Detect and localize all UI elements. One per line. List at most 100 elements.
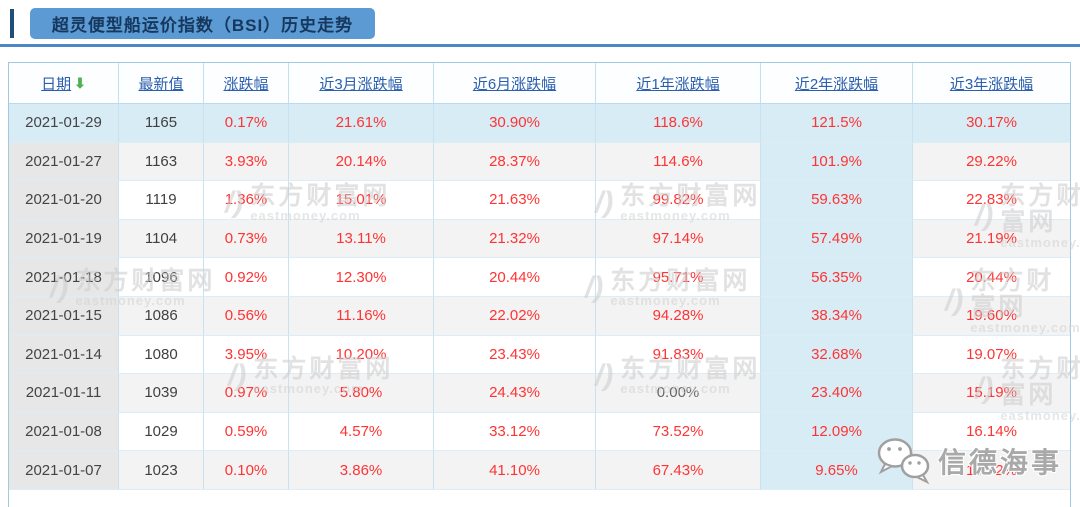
date-cell: 2021-01-07 xyxy=(9,451,119,490)
bsi-history-table: 日期 最新值 涨跌幅 近3月涨跌幅 近6月涨跌幅 近1年涨跌幅 近2年涨跌幅 近3年涨跌幅 2… xyxy=(8,62,1071,507)
table-row: 2021-01-11 1039 0.97% 5.80% 24.43% 0.00% 23.40… xyxy=(9,374,1070,413)
value-cell: 0.73% xyxy=(204,219,289,259)
value-cell: 12.09% xyxy=(761,412,913,452)
value-cell: 1165 xyxy=(119,104,204,143)
value-cell: 9.65% xyxy=(761,451,913,490)
table-row: 2021-01-14 1080 3.95% 10.20% 23.43% 91.83% 32.… xyxy=(9,335,1070,375)
value-cell: 0.92% xyxy=(204,258,289,297)
value-cell: 32.68% xyxy=(761,335,913,375)
value-cell: 0.97% xyxy=(204,374,289,413)
column-header-date[interactable]: 日期 xyxy=(9,63,119,104)
table-row: 2021-01-27 1163 3.93% 20.14% 28.37% 114.6% 101… xyxy=(9,142,1070,182)
value-cell: 21.63% xyxy=(434,181,596,220)
column-header-label: 近6月涨跌幅 xyxy=(472,75,557,93)
value-cell: 118.6% xyxy=(596,104,761,143)
value-cell: 91.83% xyxy=(596,335,761,375)
value-cell: 1119 xyxy=(119,181,204,220)
value-cell: 4.57% xyxy=(289,412,434,452)
date-cell: 2021-01-20 xyxy=(9,181,119,220)
column-header-change[interactable]: 涨跌幅 xyxy=(204,63,289,104)
value-cell: 0.10% xyxy=(204,451,289,490)
value-cell: 11.16% xyxy=(289,296,434,336)
value-cell: 0.17% xyxy=(204,104,289,143)
column-header-label: 近2年涨跌幅 xyxy=(794,75,879,93)
value-cell: 73.52% xyxy=(596,412,761,452)
value-cell: 1086 xyxy=(119,296,204,336)
value-cell: 21.19% xyxy=(913,219,1070,259)
date-cell: 2021-01-14 xyxy=(9,335,119,375)
column-header-change-2y[interactable]: 近2年涨跌幅 xyxy=(761,63,913,104)
value-cell: 1039 xyxy=(119,374,204,413)
table-row: 2021-01-07 1023 0.10% 3.86% 41.10% 67.43% 9.65… xyxy=(9,451,1070,490)
value-cell: 0.00% xyxy=(596,374,761,413)
table-row: 2021-01-19 1104 0.73% 13.11% 21.32% 97.14% 57.… xyxy=(9,219,1070,259)
value-cell: 22.83% xyxy=(913,181,1070,220)
column-header-change-3y[interactable]: 近3年涨跌幅 xyxy=(913,63,1070,104)
value-cell: 30.17% xyxy=(913,104,1070,143)
date-cell: 2021-01-27 xyxy=(9,142,119,182)
value-cell: 20.44% xyxy=(434,258,596,297)
column-header-latest-value[interactable]: 最新值 xyxy=(119,63,204,104)
table-row: 2021-01-29 1165 0.17% 21.61% 30.90% 118.6% 121… xyxy=(9,104,1070,143)
column-header-label: 近1年涨跌幅 xyxy=(636,75,720,93)
table-body: 2021-01-29 1165 0.17% 21.61% 30.90% 118.6% 121… xyxy=(9,104,1070,490)
column-header-label: 近3月涨跌幅 xyxy=(319,75,403,93)
value-cell: 21.61% xyxy=(289,104,434,143)
value-cell: 41.10% xyxy=(434,451,596,490)
date-cell: 2021-01-29 xyxy=(9,104,119,143)
value-cell: 13.11% xyxy=(289,219,434,259)
table-row: 2021-01-20 1119 1.36% 15.01% 21.63% 99.82% 59.… xyxy=(9,181,1070,220)
value-cell: 1080 xyxy=(119,335,204,375)
value-cell: 15.72% xyxy=(913,451,1070,490)
value-cell: 20.14% xyxy=(289,142,434,182)
value-cell: 19.07% xyxy=(913,335,1070,375)
value-cell: 24.43% xyxy=(434,374,596,413)
page-title-tab: 超灵便型船运价指数（BSI）历史走势 xyxy=(30,8,375,39)
column-header-change-1y[interactable]: 近1年涨跌幅 xyxy=(596,63,761,104)
date-cell: 2021-01-19 xyxy=(9,219,119,259)
value-cell: 57.49% xyxy=(761,219,913,259)
date-cell: 2021-01-08 xyxy=(9,412,119,452)
value-cell: 12.30% xyxy=(289,258,434,297)
date-cell: 2021-01-15 xyxy=(9,296,119,336)
page-title: 超灵便型船运价指数（BSI）历史走势 xyxy=(51,16,354,35)
value-cell: 23.43% xyxy=(434,335,596,375)
column-header-change-6m[interactable]: 近6月涨跌幅 xyxy=(434,63,596,104)
value-cell: 0.59% xyxy=(204,412,289,452)
value-cell: 1023 xyxy=(119,451,204,490)
table-header-row: 日期 最新值 涨跌幅 近3月涨跌幅 近6月涨跌幅 近1年涨跌幅 近2年涨跌幅 近3年涨跌幅 xyxy=(9,63,1070,104)
value-cell: 30.90% xyxy=(434,104,596,143)
value-cell: 99.82% xyxy=(596,181,761,220)
column-header-label: 涨跌幅 xyxy=(223,75,269,93)
value-cell: 56.35% xyxy=(761,258,913,297)
date-cell: 2021-01-11 xyxy=(9,374,119,413)
value-cell: 5.80% xyxy=(289,374,434,413)
value-cell: 97.14% xyxy=(596,219,761,259)
value-cell: 1104 xyxy=(119,219,204,259)
value-cell: 29.22% xyxy=(913,142,1070,182)
column-header-label: 日期 xyxy=(41,75,72,93)
value-cell: 3.93% xyxy=(204,142,289,182)
column-header-change-3m[interactable]: 近3月涨跌幅 xyxy=(289,63,434,104)
value-cell: 95.71% xyxy=(596,258,761,297)
value-cell: 3.95% xyxy=(204,335,289,375)
value-cell: 3.86% xyxy=(289,451,434,490)
value-cell: 16.14% xyxy=(913,412,1070,452)
value-cell: 0.56% xyxy=(204,296,289,336)
table-row: 2021-01-08 1029 0.59% 4.57% 33.12% 73.52% 12.0… xyxy=(9,412,1070,452)
value-cell: 22.02% xyxy=(434,296,596,336)
value-cell: 33.12% xyxy=(434,412,596,452)
value-cell: 19.60% xyxy=(913,296,1070,336)
table-row: 2021-01-18 1096 0.92% 12.30% 20.44% 95.71% 56.… xyxy=(9,258,1070,297)
value-cell: 28.37% xyxy=(434,142,596,182)
value-cell: 114.6% xyxy=(596,142,761,182)
value-cell: 15.19% xyxy=(913,374,1070,413)
value-cell: 1163 xyxy=(119,142,204,182)
column-header-label: 近3年涨跌幅 xyxy=(949,75,1034,93)
value-cell: 121.5% xyxy=(761,104,913,143)
value-cell: 1.36% xyxy=(204,181,289,220)
column-header-label: 最新值 xyxy=(138,75,184,93)
value-cell: 23.40% xyxy=(761,374,913,413)
value-cell: 20.44% xyxy=(913,258,1070,297)
